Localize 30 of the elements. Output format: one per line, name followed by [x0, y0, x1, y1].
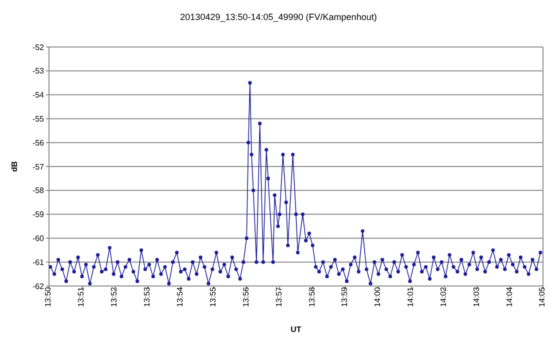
x-tick-label: 13:54 [175, 286, 184, 308]
x-tick-label: 14:03 [472, 286, 481, 308]
y-tick-label: -57 [32, 162, 45, 172]
x-axis-title: UT [290, 325, 302, 334]
y-tick-label: -61 [32, 258, 45, 267]
y-tick-label: -58 [32, 186, 45, 196]
y-tick-label: -53 [32, 66, 45, 76]
y-tick-label: -54 [32, 90, 45, 100]
chart-title: 20130429_13:50-14:05_49990 (FV/Kampenhout) [179, 12, 378, 22]
x-tick-label: 13:55 [208, 286, 218, 308]
y-tick-label: -52 [32, 42, 45, 52]
x-tick-label: 14:04 [504, 286, 514, 308]
x-tick-label: 14:01 [406, 286, 416, 308]
x-tick-label: 13:57 [274, 286, 284, 308]
x-tick-label: 13:52 [110, 286, 119, 308]
y-tick-label: -59 [32, 210, 45, 220]
y-tick-label: -56 [32, 138, 45, 148]
y-tick-label: -55 [32, 114, 45, 124]
x-tick-label: 14:05 [538, 286, 547, 308]
x-tick-label: 14:00 [373, 286, 382, 308]
x-tick-label: 13:58 [307, 286, 316, 308]
x-tick-label: 13:50 [44, 286, 53, 308]
y-tick-label: -62 [32, 282, 45, 291]
x-tick-label: 13:56 [241, 286, 250, 308]
x-tick-label: 13:59 [340, 286, 350, 308]
x-tick-label: 14:02 [438, 286, 448, 308]
y-axis-title: dB [10, 160, 19, 172]
y-tick-label: -60 [32, 234, 45, 244]
x-tick-label: 13:53 [142, 286, 152, 308]
x-tick-label: 13:51 [76, 286, 86, 308]
